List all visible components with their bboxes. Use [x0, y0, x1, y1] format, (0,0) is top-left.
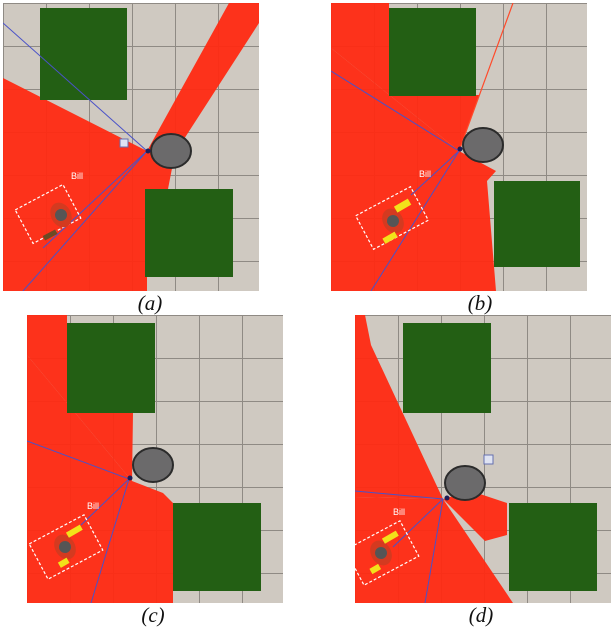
person-label: Bill — [71, 171, 83, 181]
obstacle-top — [40, 8, 127, 100]
robot-base-icon — [145, 133, 192, 169]
field-of-view-region — [331, 3, 479, 151]
panel-c-caption: (c) — [141, 603, 165, 627]
obstacle-bottom-right — [145, 189, 233, 277]
obstacle-top — [67, 323, 155, 413]
field-of-view-region — [27, 315, 133, 481]
obstacle-top — [403, 323, 491, 413]
field-of-view-edge — [458, 3, 514, 152]
obstacle-bottom-right — [509, 503, 597, 591]
person-topdown-icon — [42, 202, 72, 241]
planning-ray — [42, 150, 148, 249]
planning-ray — [410, 150, 460, 196]
robot-base-icon — [457, 127, 504, 163]
planning-ray — [80, 478, 130, 526]
planning-ray — [22, 150, 148, 291]
panel-b-scene: Bill — [331, 3, 587, 291]
panel-d-scene: Bill — [355, 315, 611, 603]
panel-d-svg: Bill — [355, 315, 597, 603]
person-label: Bill — [419, 169, 431, 179]
obstacle-top — [389, 8, 476, 96]
person-topdown-icon — [382, 198, 412, 244]
field-of-view-region — [443, 491, 507, 541]
panel-d-caption: (d) — [468, 603, 494, 627]
person-topdown-icon — [54, 524, 83, 568]
person-selection-box — [28, 513, 104, 581]
obstacle-bottom-right — [494, 181, 580, 267]
obstacle-bottom-right — [173, 503, 261, 591]
person-topdown-icon — [369, 530, 399, 575]
planning-ray — [331, 70, 460, 152]
panel-b-caption: (b) — [467, 291, 493, 315]
goal-marker-icon — [119, 138, 129, 148]
field-of-view-region — [331, 48, 496, 291]
planning-ray — [392, 498, 444, 548]
person-selection-box — [354, 185, 430, 251]
panel-a-caption: (a) — [137, 291, 163, 315]
person-selection-box — [355, 519, 420, 587]
planning-ray — [370, 150, 460, 291]
robot-base-icon — [444, 465, 486, 501]
panel-b-svg: Bill — [331, 3, 580, 291]
planning-ray — [3, 22, 148, 152]
planning-ray — [27, 440, 130, 480]
panel-c-svg: Bill — [27, 315, 261, 603]
panel-a-svg: Bill — [3, 3, 259, 291]
robot-base-icon — [127, 447, 174, 483]
person-label: Bill — [393, 507, 405, 517]
panel-c-scene: Bill — [27, 315, 283, 603]
planning-ray — [90, 478, 130, 603]
goal-marker-icon — [483, 454, 494, 465]
person-label: Bill — [87, 501, 99, 511]
field-of-view-region — [355, 315, 443, 499]
planning-ray — [424, 498, 444, 603]
planning-ray — [355, 490, 444, 500]
panel-a-scene: Bill — [3, 3, 259, 291]
person-selection-box — [14, 183, 82, 245]
